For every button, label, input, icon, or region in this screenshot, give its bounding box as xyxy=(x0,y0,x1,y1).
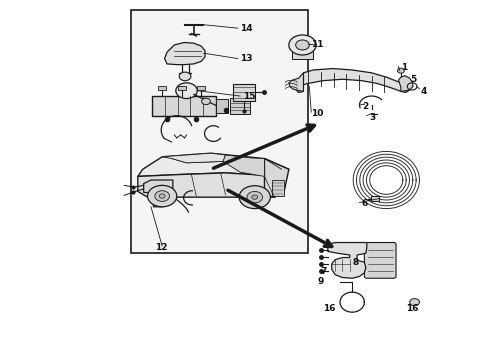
Polygon shape xyxy=(138,173,284,197)
Bar xyxy=(233,84,255,102)
Text: 13: 13 xyxy=(240,54,253,63)
Circle shape xyxy=(295,40,309,50)
Text: 3: 3 xyxy=(369,113,375,122)
Polygon shape xyxy=(289,73,303,91)
Bar xyxy=(272,180,284,196)
Bar xyxy=(197,86,205,90)
Polygon shape xyxy=(328,243,367,278)
Text: 11: 11 xyxy=(311,40,323,49)
Text: 9: 9 xyxy=(317,277,323,286)
Text: 8: 8 xyxy=(352,258,359,267)
Text: 14: 14 xyxy=(240,24,253,33)
Text: 5: 5 xyxy=(411,75,417,84)
FancyBboxPatch shape xyxy=(365,243,396,278)
Circle shape xyxy=(155,191,170,202)
Polygon shape xyxy=(172,154,225,163)
Circle shape xyxy=(159,194,165,198)
Circle shape xyxy=(239,186,270,208)
Circle shape xyxy=(289,35,316,55)
Text: 16: 16 xyxy=(406,304,418,313)
Circle shape xyxy=(202,98,210,105)
Bar xyxy=(152,96,216,116)
Polygon shape xyxy=(165,42,205,64)
Polygon shape xyxy=(296,68,410,93)
Text: 2: 2 xyxy=(362,102,368,111)
Text: 12: 12 xyxy=(155,243,168,252)
Text: 16: 16 xyxy=(323,304,336,313)
Text: 4: 4 xyxy=(420,87,427,96)
Circle shape xyxy=(397,68,404,73)
Bar xyxy=(216,99,228,113)
Bar xyxy=(130,10,308,253)
Polygon shape xyxy=(265,158,289,197)
Polygon shape xyxy=(144,180,173,207)
Bar xyxy=(230,98,250,114)
Circle shape xyxy=(252,195,258,199)
Bar xyxy=(292,51,313,59)
Circle shape xyxy=(410,298,419,306)
Circle shape xyxy=(179,72,191,81)
Text: 7: 7 xyxy=(320,267,327,276)
Bar xyxy=(158,86,166,90)
Polygon shape xyxy=(162,153,225,163)
Polygon shape xyxy=(398,76,413,91)
Circle shape xyxy=(247,192,263,203)
Bar xyxy=(371,197,379,201)
Text: 6: 6 xyxy=(362,199,368,208)
Bar xyxy=(178,86,186,90)
Text: 15: 15 xyxy=(243,91,255,100)
Text: 1: 1 xyxy=(401,63,407,72)
Text: 10: 10 xyxy=(311,109,323,118)
Circle shape xyxy=(176,83,197,99)
Circle shape xyxy=(147,185,177,207)
Polygon shape xyxy=(223,155,265,176)
Polygon shape xyxy=(138,153,289,176)
